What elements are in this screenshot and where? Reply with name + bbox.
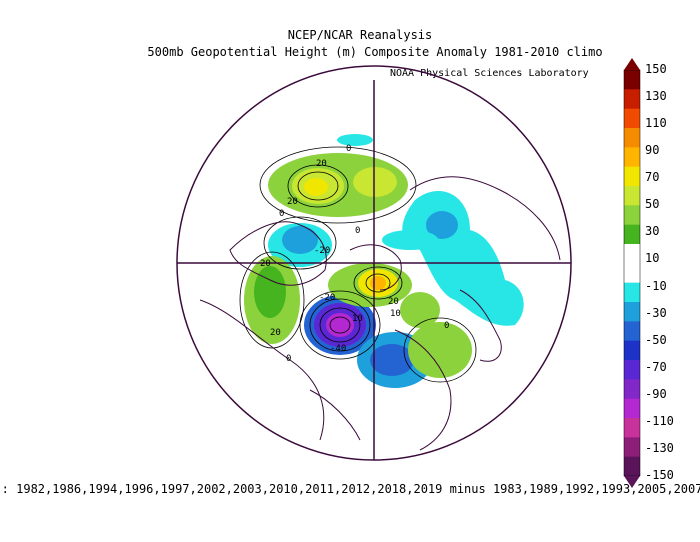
anomaly-neg-namerica-core: [282, 226, 318, 254]
contour-label: 20: [270, 328, 281, 338]
contour-line: [297, 171, 339, 201]
colorbar-segment: [624, 186, 640, 206]
coastline: [229, 221, 327, 286]
colorbar-segment: [624, 398, 640, 419]
contour-label: -20: [314, 246, 330, 256]
contour-label: 0: [286, 354, 291, 364]
chart-subtitle: 500mb Geopotential Height (m) Composite …: [147, 45, 603, 59]
colorbar-tick-label: 150: [645, 62, 667, 76]
anomaly-pos-europe-2: [400, 292, 440, 328]
colorbar-top-arrow: [624, 58, 640, 70]
contour-line: [319, 307, 361, 343]
colorbar-segment: [624, 437, 640, 458]
chart-title: NCEP/NCAR Reanalysis: [287, 28, 433, 42]
colorbar-segment: [624, 70, 640, 90]
colorbar-segment: [624, 321, 640, 342]
anomaly-neg-south-core: [370, 344, 414, 376]
colorbar-tick-label: 10: [645, 251, 660, 266]
colorbar-segment: [624, 89, 640, 110]
anomaly-neg-asia-2: [382, 230, 438, 250]
anomaly-pos-pacific-peak: [304, 178, 328, 196]
colorbar-segment: [624, 147, 640, 168]
contour-line: [299, 290, 381, 360]
colorbar-tick-label: -130: [645, 440, 674, 455]
coastline: [409, 176, 561, 261]
coastline: [459, 289, 502, 362]
colorbar-tick-label: 90: [645, 143, 660, 158]
contour-line: [353, 266, 403, 300]
contour-line: [309, 298, 371, 352]
anomaly-pos-europe: [408, 322, 472, 378]
colorbar-tick-label: 130: [645, 89, 667, 104]
colorbar-bottom-arrow: [624, 476, 640, 488]
colorbar-segment: [624, 205, 640, 226]
contour-label: 20: [287, 197, 298, 207]
colorbar-segment: [624, 166, 640, 187]
colorbar-tick-label: -10: [645, 278, 667, 293]
contour-label: 20: [388, 297, 399, 307]
colorbar-tick-label: 70: [645, 170, 660, 185]
colorbar-tick-label: -150: [645, 468, 674, 482]
composite-years-caption: eb : 1982,1986,1994,1996,1997,2002,2003,…: [0, 482, 700, 496]
colorbar: [623, 58, 641, 488]
anomaly-pos-central-peak: [370, 276, 386, 290]
colorbar-segment: [624, 224, 640, 245]
anomaly-field: [199, 134, 561, 451]
coastline: [394, 329, 452, 451]
contour-label: 20: [260, 259, 271, 269]
colorbar-tick-label: -90: [645, 386, 667, 401]
contour-label: 0: [279, 209, 284, 219]
anomaly-pos-west-core: [254, 266, 286, 318]
contour-label: -20: [319, 293, 335, 303]
colorbar-tick-label: -50: [645, 332, 667, 347]
contour-line: [365, 273, 391, 293]
coastline: [199, 299, 325, 441]
colorbar-segment: [624, 456, 640, 477]
colorbar-segment: [624, 128, 640, 148]
colorbar-segment: [624, 244, 640, 264]
colorbar-segment: [624, 340, 640, 361]
colorbar-segment: [624, 360, 640, 380]
colorbar-tick-label: -70: [645, 359, 667, 374]
contour-label: 10: [390, 309, 401, 319]
contour-line: [239, 251, 305, 349]
colorbar-segment: [624, 418, 640, 438]
contour-label: 0: [346, 144, 351, 154]
colorbar-segment: [624, 263, 640, 284]
contour-line: [259, 146, 417, 224]
contour-label: -40: [330, 344, 346, 354]
colorbar-segment: [624, 379, 640, 400]
colorbar-tick-label: -110: [645, 413, 674, 428]
contour-line: [287, 164, 349, 208]
colorbar-segment: [624, 282, 640, 303]
contour-line: [329, 316, 351, 334]
colorbar-tick-label: 50: [645, 197, 660, 212]
colorbar-tick-label: 30: [645, 224, 660, 239]
credit-label: NOAA Physical Sciences Laboratory: [390, 68, 589, 79]
colorbar-tick-label: -30: [645, 305, 667, 320]
anomaly-pos-pacific-2: [353, 167, 397, 197]
coastline: [349, 244, 402, 291]
colorbar-segment: [624, 302, 640, 322]
contour-label: 10: [352, 314, 363, 324]
coastline: [309, 389, 361, 441]
anomaly-neg-top: [337, 134, 373, 146]
contour-label: 0: [355, 226, 360, 236]
contour-label: 0: [444, 321, 449, 331]
contour-line: [263, 216, 337, 270]
colorbar-tick-label: 110: [645, 116, 667, 131]
contour-label: 20: [316, 159, 327, 169]
colorbar-segment: [624, 108, 640, 129]
contour-line: [403, 317, 477, 383]
anomaly-neg-eurasia-core: [426, 211, 458, 239]
